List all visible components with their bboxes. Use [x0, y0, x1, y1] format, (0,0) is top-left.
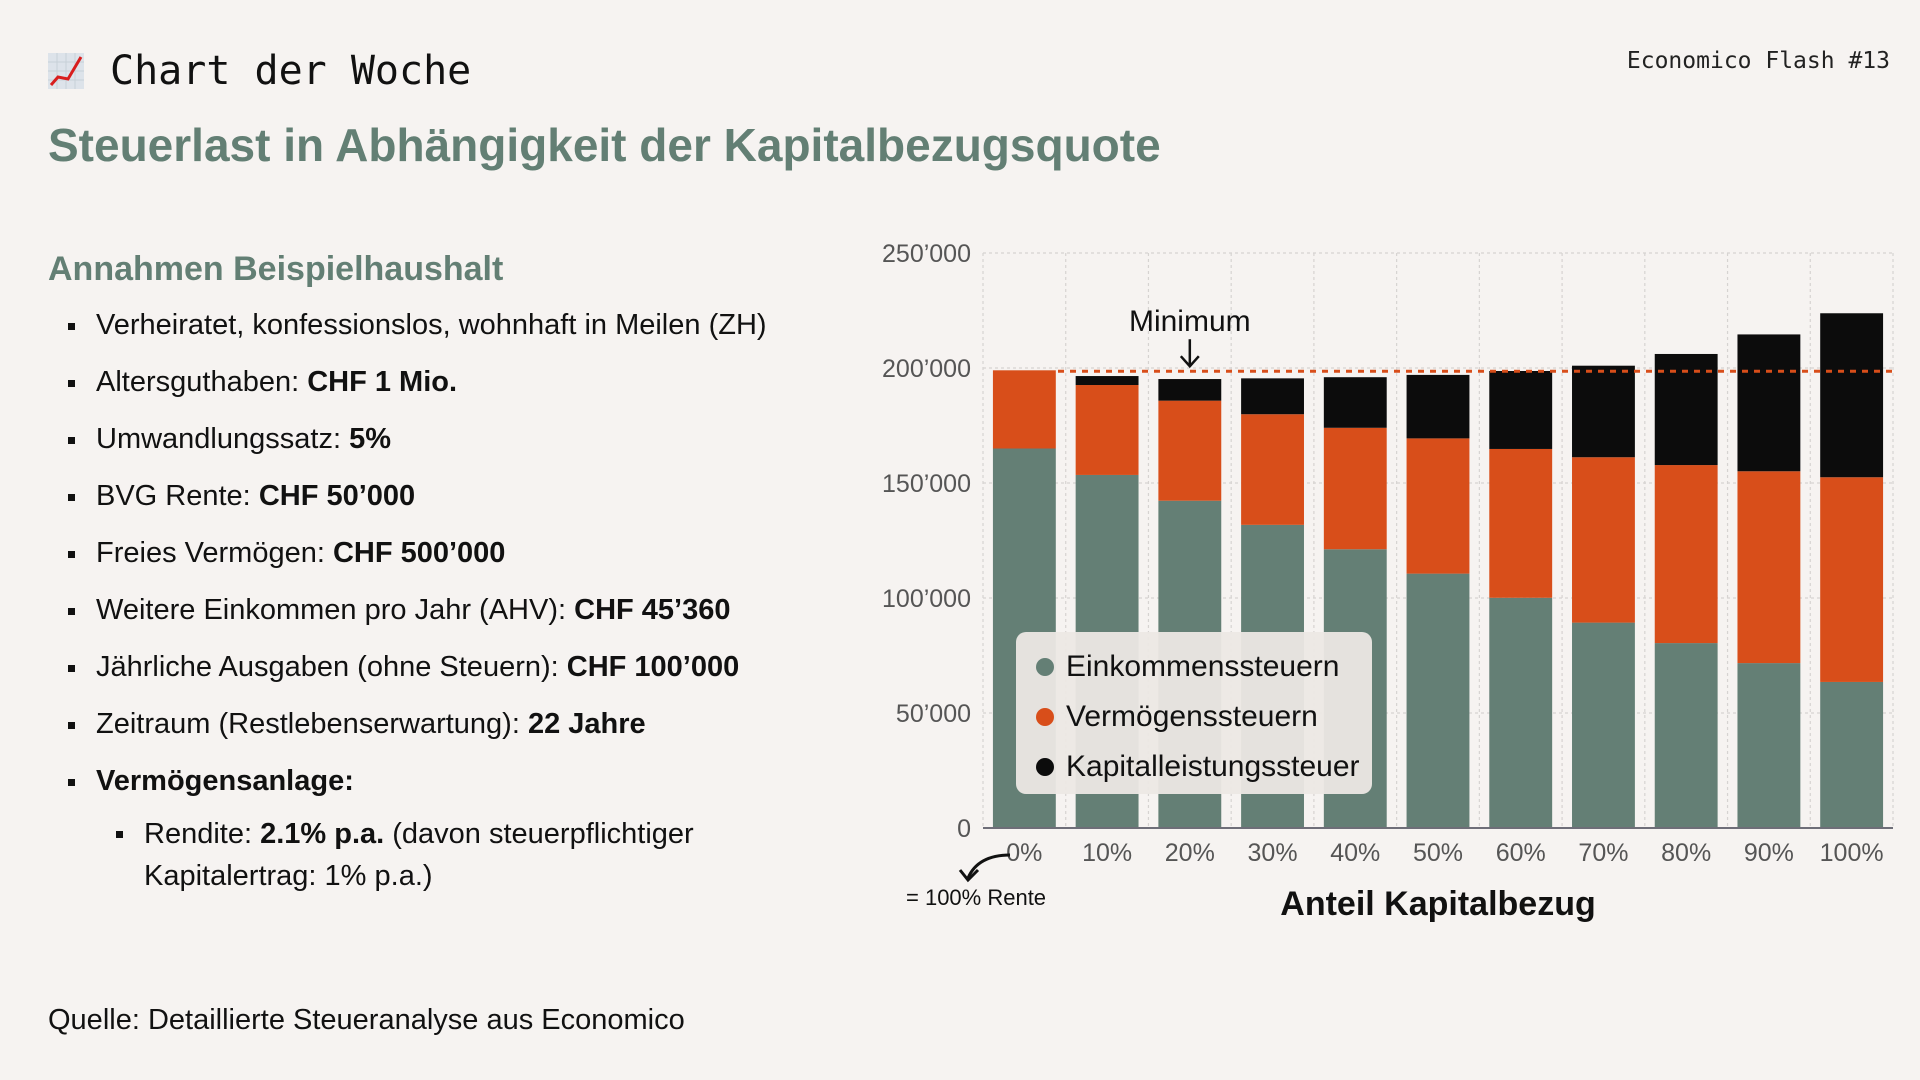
bar-segment-kapital [1241, 378, 1304, 415]
legend-dot [1036, 658, 1054, 676]
x-axis-label: Anteil Kapitalbezug [1280, 885, 1595, 923]
list-item: Verheiratet, konfessionslos, wohnhaft in… [48, 305, 848, 345]
bar-segment-vermoegen [992, 370, 1056, 449]
legend-dot [1036, 758, 1054, 776]
bar-segment-einkommen [1737, 663, 1801, 828]
x-tick-label: 40% [1330, 839, 1380, 867]
bar-segment-kapital [1158, 379, 1222, 401]
y-axis-ticks: 0 50’000 100’000 150’000 200’000 250’000 [882, 240, 971, 843]
curved-arrow-icon [966, 853, 1011, 879]
x-tick-label: 20% [1165, 839, 1215, 867]
bar-segment-vermoegen [1654, 465, 1718, 644]
x-tick-label: 0% [1006, 839, 1042, 867]
bar-segment-einkommen [1406, 573, 1470, 828]
bar-segment-vermoegen [1323, 427, 1387, 550]
annotation-rente: = 100% Rente [906, 885, 1046, 910]
bar-segment-einkommen [1820, 681, 1884, 828]
bar-segment-einkommen [1654, 643, 1718, 828]
x-tick-label: 70% [1578, 839, 1628, 867]
minimum-label: Minimum [1129, 305, 1251, 338]
y-tick-label: 150’000 [882, 470, 971, 498]
bar-segment-kapital [1572, 365, 1635, 458]
curved-arrow-head [958, 868, 980, 883]
bar-segment-einkommen [1572, 622, 1635, 828]
list-item: Freies Vermögen: CHF 500’000 [48, 533, 848, 573]
list-item: Weitere Einkommen pro Jahr (AHV): CHF 45… [48, 590, 848, 630]
kicker-text: Chart der Woche [110, 48, 472, 94]
x-tick-label: 80% [1661, 839, 1711, 867]
list-item: Jährliche Ausgaben (ohne Steuern): CHF 1… [48, 647, 848, 687]
x-tick-label: 100% [1820, 839, 1884, 867]
bar-segment-kapital [1075, 376, 1139, 386]
bar-segment-vermoegen [1241, 414, 1304, 525]
x-tick-label: 90% [1744, 839, 1794, 867]
list-item: Umwandlungssatz: 5% [48, 419, 848, 459]
bar-segment-vermoegen [1075, 385, 1139, 475]
list-item: Zeitraum (Restlebenserwartung): 22 Jahre [48, 704, 848, 744]
bar-segment-vermoegen [1737, 471, 1801, 664]
bar-segment-kapital [1820, 313, 1884, 478]
x-tick-label: 60% [1496, 839, 1546, 867]
assumptions-list: Verheiratet, konfessionslos, wohnhaft in… [48, 305, 848, 914]
y-tick-label: 250’000 [882, 240, 971, 268]
assumptions-heading: Annahmen Beispielhaushalt [48, 250, 504, 288]
bar-segment-vermoegen [1572, 457, 1635, 623]
chart-legend: Einkommenssteuern Vermögenssteuern Kapit… [1016, 632, 1372, 794]
bar-segment-kapital [1406, 374, 1470, 439]
legend-item-kapital: Kapitalleistungssteuer [1036, 742, 1372, 792]
bar-segment-einkommen [1489, 597, 1553, 828]
issue-label: Economico Flash #13 [1626, 48, 1890, 74]
bar-segment-kapital [1737, 334, 1801, 472]
bar-segment-vermoegen [1489, 448, 1553, 598]
down-arrow-icon [1179, 339, 1200, 369]
x-tick-label: 50% [1413, 839, 1463, 867]
sub-list: Rendite: 2.1% p.a. (davon steuerpflichti… [96, 813, 848, 897]
legend-item-vermoegen: Vermögenssteuern [1036, 692, 1372, 742]
list-item: Vermögensanlage: Rendite: 2.1% p.a. (dav… [48, 761, 848, 897]
list-item: BVG Rente: CHF 50’000 [48, 476, 848, 516]
sub-list-item: Rendite: 2.1% p.a. (davon steuerpflichti… [96, 813, 848, 897]
chart-increasing-icon [48, 53, 84, 89]
arrow-head [1179, 355, 1200, 369]
legend-dot [1036, 708, 1054, 726]
list-item: Altersguthaben: CHF 1 Mio. [48, 362, 848, 402]
bar-segment-vermoegen [1406, 438, 1470, 574]
bar-segment-vermoegen [1820, 477, 1884, 682]
x-tick-label: 10% [1082, 839, 1132, 867]
bar-segment-kapital [1323, 377, 1387, 428]
x-tick-label: 30% [1248, 839, 1298, 867]
kicker: Chart der Woche [48, 48, 471, 94]
x-axis-ticks: 0% 10% 20% 30% 40% 50% 60% 70% 80% 90% 100% [1006, 839, 1883, 867]
bar-segment-vermoegen [1158, 400, 1222, 501]
y-tick-label: 50’000 [896, 700, 971, 728]
y-tick-label: 0 [957, 815, 971, 843]
bar-segment-kapital [1489, 370, 1553, 449]
page-title: Steuerlast in Abhängigkeit der Kapitalbe… [48, 119, 1161, 171]
legend-item-einkommen: Einkommenssteuern [1036, 642, 1372, 692]
y-tick-label: 100’000 [882, 585, 971, 613]
y-tick-label: 200’000 [882, 355, 971, 383]
source-note: Quelle: Detaillierte Steueranalyse aus E… [48, 1004, 685, 1036]
